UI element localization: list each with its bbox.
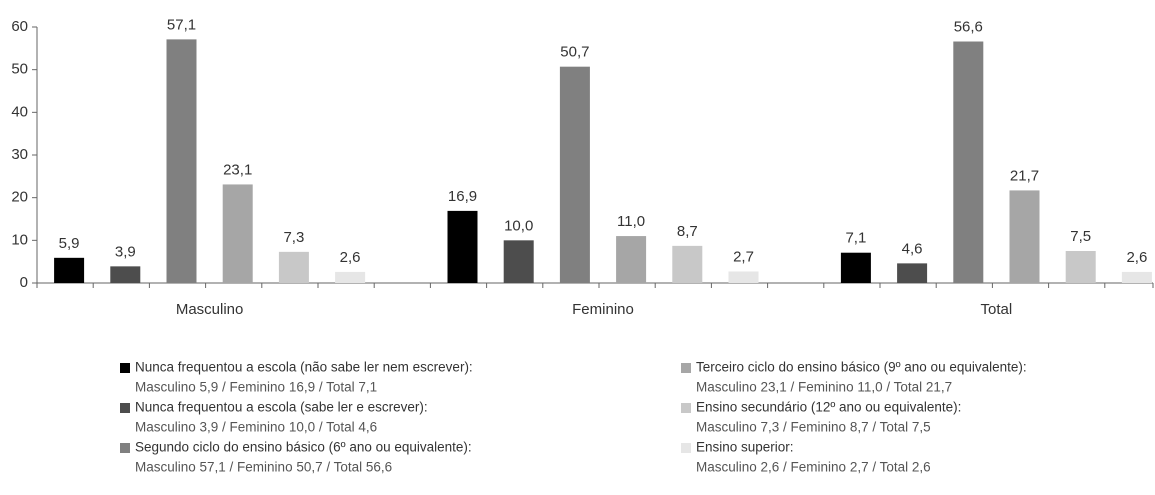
data-label: 11,0	[617, 213, 645, 230]
legend-label: Ensino secundário (12º ano ou equivalent…	[696, 400, 961, 415]
bar	[953, 41, 984, 283]
bar	[54, 257, 85, 283]
data-label: 56,6	[954, 18, 983, 35]
data-label: 8,7	[677, 223, 698, 240]
bar	[616, 236, 647, 283]
y-tick-label: 30	[11, 146, 28, 163]
x-tick-label: Total	[981, 301, 1013, 318]
legend-swatch	[681, 443, 691, 453]
legend-detail: Masculino 23,1 / Feminino 11,0 / Total 2…	[696, 380, 952, 395]
data-label: 4,6	[902, 240, 923, 257]
data-label: 5,9	[59, 235, 80, 252]
bar	[840, 252, 871, 283]
x-tick-label: Feminino	[572, 301, 634, 318]
legend-detail: Masculino 2,6 / Feminino 2,7 / Total 2,6	[696, 460, 931, 475]
legend-swatch	[120, 443, 130, 453]
data-label: 16,9	[448, 188, 477, 205]
legend-swatch	[681, 403, 691, 413]
x-tick-label: Masculino	[176, 301, 244, 318]
data-label: 2,7	[733, 248, 754, 265]
bar	[897, 263, 928, 283]
legend-label: Ensino superior:	[696, 440, 794, 455]
legend-detail: Masculino 7,3 / Feminino 8,7 / Total 7,5	[696, 420, 931, 435]
bar	[1009, 190, 1040, 283]
bar	[278, 251, 309, 283]
data-label: 23,1	[223, 161, 252, 178]
data-label: 7,1	[845, 230, 866, 247]
data-label: 57,1	[167, 16, 196, 33]
bar	[110, 266, 141, 283]
legend-detail: Masculino 5,9 / Feminino 16,9 / Total 7,…	[135, 380, 377, 395]
bar	[1121, 271, 1152, 283]
data-label: 2,6	[340, 249, 361, 266]
bar	[447, 210, 478, 283]
legend-label: Terceiro ciclo do ensino básico (9º ano …	[696, 360, 1027, 375]
bar	[559, 66, 590, 284]
bar	[1065, 251, 1096, 283]
legend-swatch	[681, 363, 691, 373]
y-tick-label: 20	[11, 189, 28, 206]
bar	[503, 240, 534, 283]
legend-detail: Masculino 3,9 / Feminino 10,0 / Total 4,…	[135, 420, 377, 435]
y-tick-label: 10	[11, 231, 28, 248]
data-label: 7,3	[283, 229, 304, 246]
bar	[335, 271, 366, 283]
legend-label: Segundo ciclo do ensino básico (6º ano o…	[135, 440, 472, 455]
data-label: 7,5	[1070, 228, 1091, 245]
data-label: 2,6	[1126, 249, 1147, 266]
legend-swatch	[120, 363, 130, 373]
y-tick-label: 0	[20, 274, 28, 291]
legend-label: Nunca frequentou a escola (sabe ler e es…	[135, 400, 428, 415]
legend-label: Nunca frequentou a escola (não sabe ler …	[135, 360, 473, 375]
data-label: 3,9	[115, 243, 136, 260]
bar	[728, 271, 759, 283]
y-tick-label: 50	[11, 61, 28, 78]
data-label: 21,7	[1010, 167, 1039, 184]
data-label: 50,7	[560, 44, 589, 61]
bar	[222, 184, 253, 283]
y-tick-label: 60	[11, 18, 28, 35]
data-label: 10,0	[504, 217, 533, 234]
y-tick-label: 40	[11, 103, 28, 120]
legend-detail: Masculino 57,1 / Feminino 50,7 / Total 5…	[135, 460, 392, 475]
bar	[166, 39, 197, 283]
legend-swatch	[120, 403, 130, 413]
bar	[672, 245, 703, 283]
